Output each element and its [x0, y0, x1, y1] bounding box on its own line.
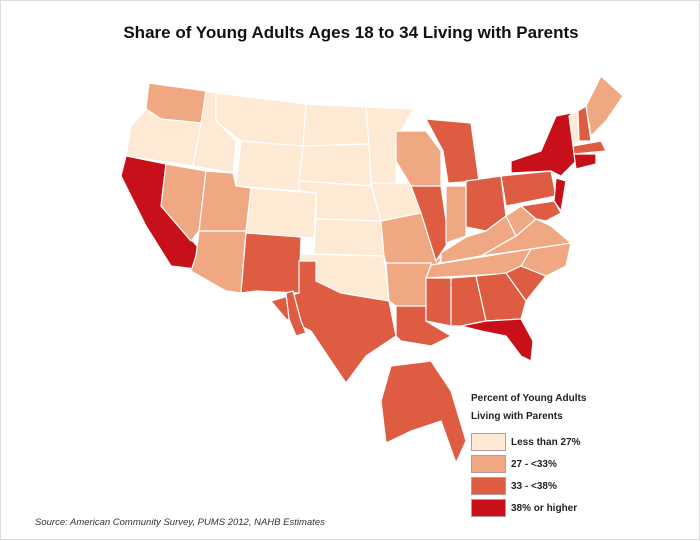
legend-swatch	[471, 477, 506, 495]
legend-item: 33 - <38%	[471, 475, 586, 497]
state-me	[585, 75, 624, 138]
state-il	[410, 185, 450, 263]
state-pa	[500, 170, 557, 207]
state-ga	[475, 272, 527, 322]
state-nc	[520, 242, 572, 277]
state-ct	[573, 153, 597, 170]
legend-title-line1: Percent of Young Adults	[471, 393, 587, 404]
state-nj	[553, 177, 567, 213]
legend-label: Less than 27%	[511, 436, 581, 448]
state-ny	[510, 112, 577, 177]
legend-item: 38% or higher	[471, 497, 586, 519]
legend: Percent of Young Adults Living with Paren…	[471, 393, 586, 519]
state-nm	[240, 232, 302, 294]
state-ak	[380, 360, 467, 465]
legend-swatch	[471, 499, 506, 517]
state-nh	[577, 105, 592, 142]
state-fl	[460, 318, 534, 362]
source-note: Source: American Community Survey, PUMS …	[35, 517, 325, 528]
state-co	[245, 187, 317, 239]
state-ma	[572, 140, 607, 155]
legend-title-line2: Living with Parents	[471, 411, 563, 422]
state-mi	[424, 118, 480, 184]
state-ms	[425, 277, 452, 327]
legend-label: 27 - <33%	[511, 458, 557, 470]
state-az	[190, 230, 247, 294]
state-ks	[313, 218, 385, 257]
state-hi	[285, 290, 307, 337]
legend-swatch	[471, 433, 506, 451]
state-sd	[298, 143, 372, 187]
state-wi	[395, 130, 442, 187]
legend-swatch	[471, 455, 506, 473]
state-nd	[302, 103, 370, 147]
map-title: Share of Young Adults Ages 18 to 34 Livi…	[123, 23, 579, 42]
state-nv	[160, 163, 207, 242]
state-wy	[235, 140, 304, 192]
legend-item: 27 - <33%	[471, 453, 586, 475]
state-in	[445, 185, 467, 244]
legend-label: 38% or higher	[511, 502, 578, 514]
state-tx	[269, 260, 397, 385]
state-ar	[385, 262, 432, 307]
state-md	[519, 200, 562, 222]
legend-item: Less than 27%	[471, 431, 586, 453]
legend-label: 33 - <38%	[511, 480, 557, 492]
